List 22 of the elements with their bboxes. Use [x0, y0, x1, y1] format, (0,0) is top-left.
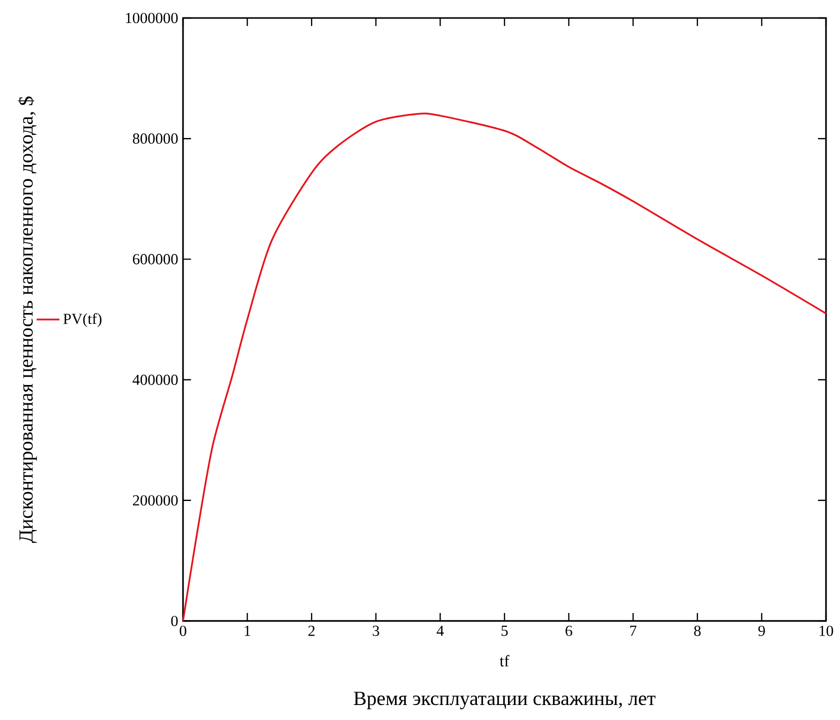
y-tick-label: 800000	[132, 133, 178, 144]
x-tick-label: 9	[758, 626, 765, 636]
y-tick-label: 0	[171, 616, 178, 626]
x-tick-label: 2	[308, 626, 315, 636]
x-tick-label: 8	[694, 626, 701, 636]
x-tick-label: 3	[372, 626, 380, 636]
y-tick-label: 400000	[132, 374, 178, 385]
y-tick-label: 200000	[132, 495, 178, 506]
x-tick-label: 6	[566, 626, 572, 636]
x-tick-label: 4	[436, 626, 444, 636]
x-tick-label: 1	[244, 626, 250, 636]
x-axis-title: tf	[500, 655, 510, 666]
line-series	[182, 112, 827, 622]
x-tick-label: 10	[820, 626, 834, 636]
y-axis-title: Дисконтированная ценность накопленного дохода, $	[18, 96, 37, 543]
text: Время эксплуатации скважины, лет	[354, 692, 656, 710]
y-tick-label: 1000000	[126, 12, 178, 24]
y-tick-label: 600000	[132, 254, 178, 264]
x-tick-label: 5	[502, 626, 508, 636]
x-tick-label: 7	[630, 626, 636, 636]
x-tick-label: 0	[180, 626, 186, 636]
legend-label: PV(tf)	[63, 313, 102, 328]
